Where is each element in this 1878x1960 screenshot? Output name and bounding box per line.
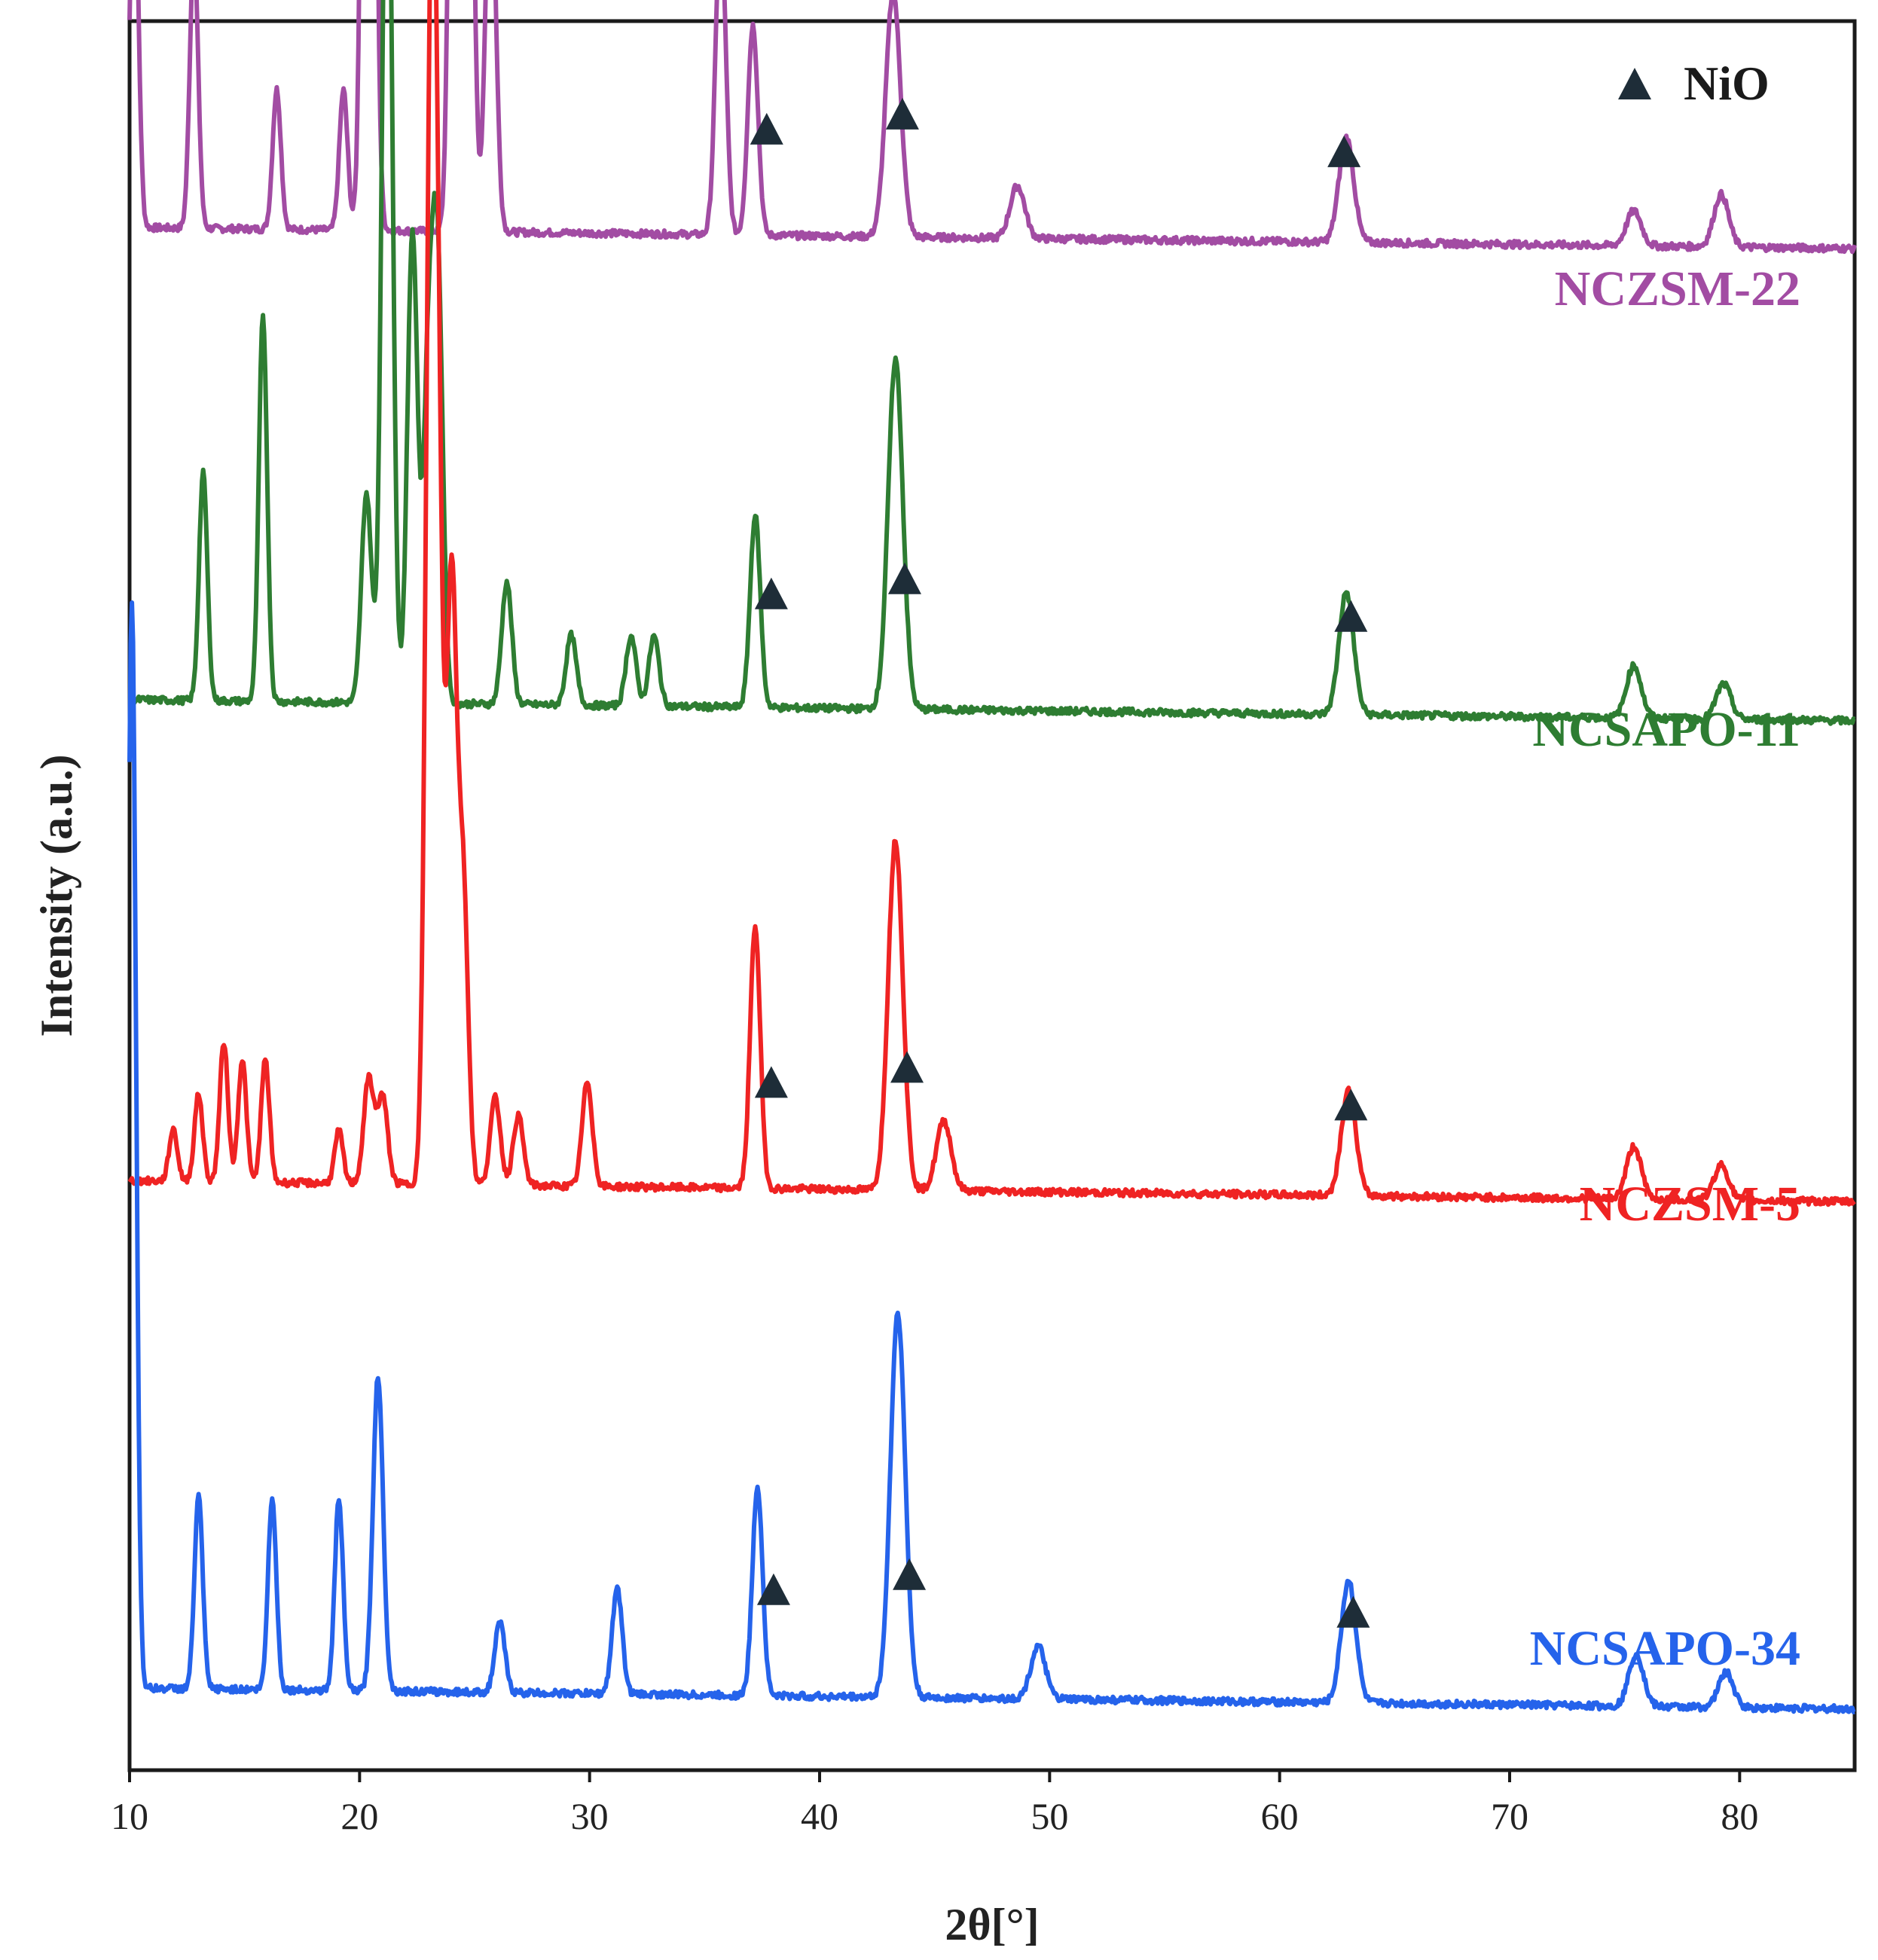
- y-axis-title: Intensity (a.u.): [32, 754, 81, 1036]
- x-tick-label-80: 80: [1721, 1795, 1758, 1837]
- x-tick-label-10: 10: [111, 1795, 148, 1837]
- x-axis: 10 20 30 40 50 60 70 80: [111, 1770, 1758, 1837]
- nio-triangle-icon: [1336, 1595, 1370, 1628]
- x-tick-label-40: 40: [801, 1795, 838, 1837]
- series-layer: [127, 0, 1857, 1714]
- series-label-nczsm-5: NCZSM-5: [1580, 1177, 1800, 1232]
- legend: NiO: [1618, 56, 1770, 110]
- nio-triangle-icon: [1334, 1088, 1368, 1121]
- legend-triangle-icon: [1618, 68, 1651, 99]
- nio-triangle-icon: [1334, 600, 1368, 632]
- series-line-nczsm-5: [127, 0, 1856, 1207]
- x-tick-label-30: 30: [571, 1795, 609, 1837]
- nio-markers: [750, 97, 1370, 1628]
- nio-triangle-icon: [750, 112, 783, 145]
- x-tick-label-20: 20: [340, 1795, 378, 1837]
- legend-label: NiO: [1684, 56, 1770, 110]
- series-label-ncsapo-11: NCSAPO-11: [1532, 702, 1800, 757]
- series-label-nczsm-22: NCZSM-22: [1555, 261, 1800, 316]
- nio-triangle-icon: [754, 577, 788, 609]
- nio-triangle-icon: [887, 562, 921, 594]
- nio-triangle-icon: [890, 1051, 924, 1083]
- series-label-ncsapo-34: NCSAPO-34: [1530, 1621, 1800, 1676]
- series-line-ncsapo-34: [127, 600, 1856, 1714]
- series-line-nczsm-22: [127, 0, 1857, 255]
- plot-frame: [127, 19, 1857, 1772]
- x-tick-label-50: 50: [1031, 1795, 1068, 1837]
- nio-triangle-icon: [1327, 135, 1361, 167]
- nio-triangle-icon: [885, 97, 919, 130]
- x-tick-label-70: 70: [1491, 1795, 1528, 1837]
- nio-triangle-icon: [754, 1066, 788, 1098]
- series-labels: NCZSM-22 NCSAPO-11 NCZSM-5 NCSAPO-34: [1530, 261, 1800, 1676]
- x-tick-label-60: 60: [1261, 1795, 1299, 1837]
- series-line-ncsapo-11: [127, 0, 1856, 726]
- nio-triangle-icon: [893, 1558, 927, 1590]
- x-axis-title: 2θ[°]: [945, 1900, 1039, 1949]
- nio-triangle-icon: [756, 1573, 790, 1605]
